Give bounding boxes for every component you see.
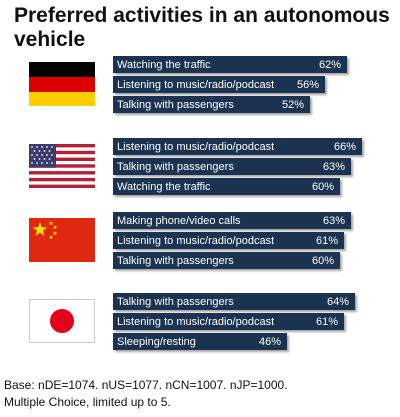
bar-category-label: Listening to music/radio/podcast — [117, 315, 275, 328]
bar-value-label: 63% — [322, 160, 345, 173]
bar-value-label: 64% — [326, 295, 349, 308]
chart-footer: Base: nDE=1074. nUS=1077. nCN=1007. nJP=… — [4, 377, 288, 411]
bar-value-label: 60% — [311, 254, 334, 267]
bar: Talking with passengers 52% — [113, 96, 310, 113]
bar-category-label: Listening to music/radio/podcast — [117, 78, 275, 91]
bar-category-label: Listening to music/radio/podcast — [117, 140, 275, 153]
usa-flag-icon — [29, 144, 95, 188]
bar: Talking with passengers 63% — [113, 158, 351, 175]
germany-group: Watching the traffic 62% Listening to musi… — [0, 56, 400, 120]
bar: Making phone/video calls 63% — [113, 212, 351, 229]
bar: Talking with passengers 64% — [113, 293, 355, 310]
bar: Watching the traffic 60% — [113, 178, 340, 195]
china-flag-icon — [29, 218, 95, 262]
japan-group: Talking with passengers 64% Listening to m… — [0, 293, 400, 357]
china-group: Making phone/video calls 63% Listening to … — [0, 212, 400, 276]
bar-category-label: Watching the traffic — [117, 58, 211, 71]
bar-category-label: Talking with passengers — [117, 98, 234, 111]
bar: Listening to music/radio/podcast 61% — [113, 313, 344, 330]
usa-group: Listening to music/radio/podcast 66% Talki… — [0, 138, 400, 202]
bar: Watching the traffic 62% — [113, 56, 347, 73]
germany-flag-icon — [29, 62, 95, 106]
bar-value-label: 62% — [318, 58, 341, 71]
bar: Listening to music/radio/podcast 61% — [113, 232, 344, 249]
bar: Talking with passengers 60% — [113, 252, 340, 269]
footer-choice-note: Multiple Choice, limited up to 5. — [4, 395, 171, 409]
footer-base-note: Base: nDE=1074. nUS=1077. nCN=1007. nJP=… — [4, 378, 288, 392]
bar-category-label: Making phone/video calls — [117, 214, 241, 227]
bar-value-label: 52% — [281, 98, 304, 111]
bar-category-label: Watching the traffic — [117, 180, 211, 193]
bar-value-label: 66% — [333, 140, 356, 153]
bar-value-label: 61% — [315, 315, 338, 328]
bar: Sleeping/resting 46% — [113, 333, 287, 350]
bar-category-label: Sleeping/resting — [117, 335, 196, 348]
bar-value-label: 63% — [322, 214, 345, 227]
bar: Listening to music/radio/podcast 56% — [113, 76, 325, 93]
bar-category-label: Talking with passengers — [117, 295, 234, 308]
bar-category-label: Talking with passengers — [117, 254, 234, 267]
bar-value-label: 46% — [258, 335, 281, 348]
bar-value-label: 61% — [315, 234, 338, 247]
bar-value-label: 60% — [311, 180, 334, 193]
bar-category-label: Talking with passengers — [117, 160, 234, 173]
chart-title: Preferred activities in an autonomous ve… — [14, 4, 390, 51]
bar-value-label: 56% — [296, 78, 319, 91]
japan-flag-icon — [29, 299, 95, 343]
bar: Listening to music/radio/podcast 66% — [113, 138, 362, 155]
bar-category-label: Listening to music/radio/podcast — [117, 234, 275, 247]
